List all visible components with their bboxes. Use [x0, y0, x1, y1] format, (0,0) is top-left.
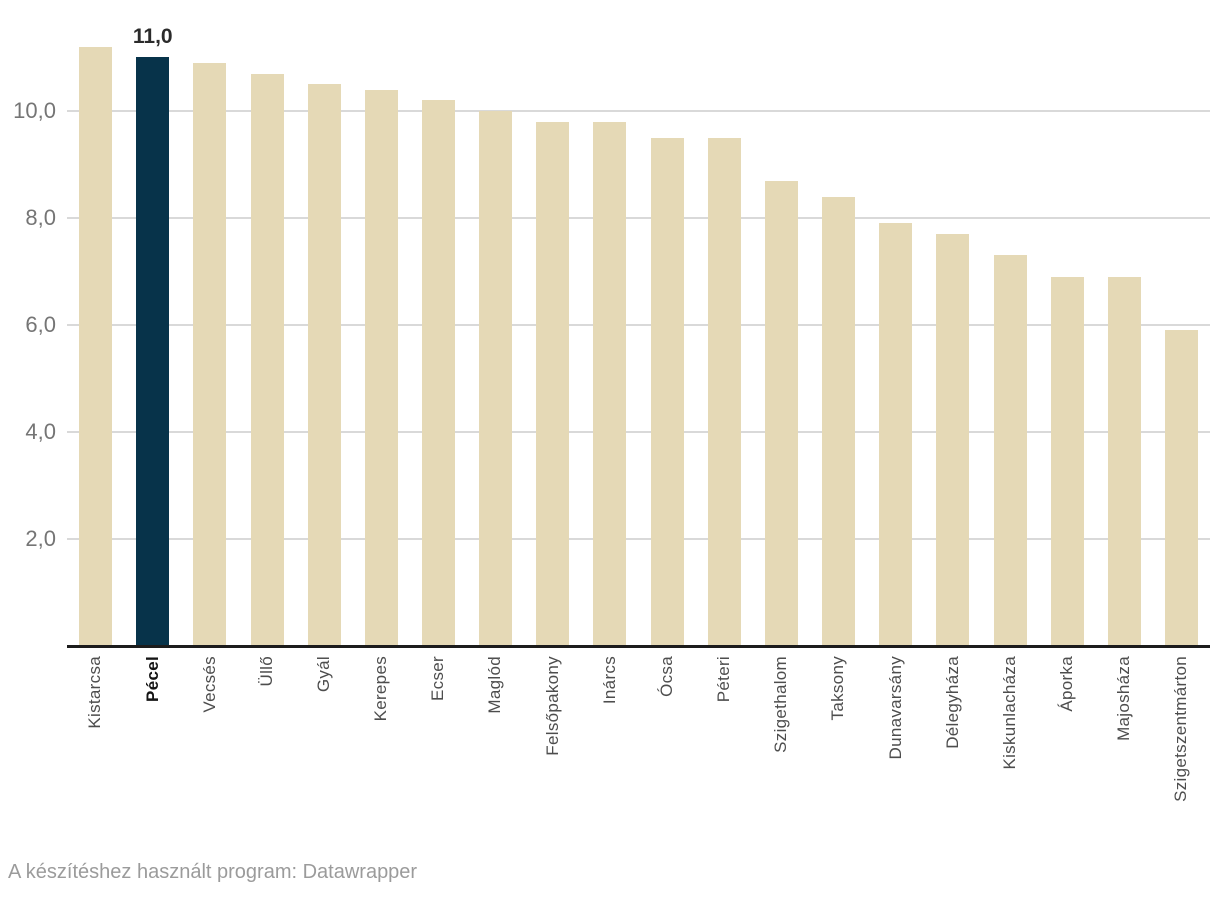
x-axis-label-column: Pécel — [124, 656, 181, 802]
x-axis-label-column: Taksony — [810, 656, 867, 802]
value-label: 11,0 — [132, 25, 173, 48]
x-axis-label-column: Péteri — [696, 656, 753, 802]
x-axis-label: Kistarcsa — [85, 656, 105, 729]
x-axis-label-column: Ecser — [410, 656, 467, 802]
x-axis-label-column: Üllő — [238, 656, 295, 802]
bar-column — [867, 0, 924, 646]
x-axis-label: Szigethalom — [771, 656, 791, 753]
gridline: 8,0 — [25, 207, 1210, 229]
x-axis-label: Kerepes — [371, 656, 391, 722]
x-axis-line — [67, 645, 1210, 648]
y-axis-tick-label: 2,0 — [25, 526, 56, 551]
x-axis-label-column: Inárcs — [581, 656, 638, 802]
x-axis-label: Kiskunlacháza — [999, 656, 1019, 770]
x-axis-label-column: Kistarcsa — [67, 656, 124, 802]
bar[interactable] — [822, 197, 856, 646]
bar[interactable] — [364, 90, 398, 646]
x-axis-label: Inárcs — [599, 656, 619, 705]
x-axis-label-column: Délegyháza — [924, 656, 981, 802]
x-axis-label: Maglód — [485, 656, 505, 714]
bar[interactable] — [993, 255, 1027, 646]
chart-footer: A készítéshez használt program: Datawrap… — [8, 861, 417, 884]
bar[interactable] — [707, 138, 741, 646]
bar[interactable] — [764, 181, 798, 646]
x-axis-label-column: Szigethalom — [753, 656, 810, 802]
x-axis-label: Majosháza — [1114, 656, 1134, 741]
bar[interactable] — [536, 122, 570, 646]
plot-area: 2,0 4,0 6,0 8,0 10,0 11,0 — [13, 0, 1210, 648]
bar[interactable] — [250, 74, 284, 646]
bar[interactable] — [193, 63, 227, 646]
bar[interactable] — [879, 223, 913, 646]
x-axis-label-column: Szigetszentmárton — [1153, 656, 1210, 802]
bar-column — [810, 0, 867, 646]
bar[interactable] — [1107, 277, 1141, 646]
x-axis-label: Gyál — [314, 656, 333, 693]
x-axis-label: Délegyháza — [942, 656, 962, 749]
x-axis-label: Felsőpakony — [542, 656, 562, 756]
bar-column — [1039, 0, 1096, 646]
bar[interactable] — [136, 57, 170, 646]
x-axis-labels: Kistarcsa Pécel Vecsés Üllő Gyál Kerepes Ecser… — [67, 656, 1210, 802]
bar-column — [238, 0, 295, 646]
bar-column — [353, 0, 410, 646]
bar[interactable] — [650, 138, 684, 646]
y-axis-tick-label: 6,0 — [25, 312, 56, 337]
footer-attribution: A készítéshez használt program: Datawrap… — [8, 861, 418, 883]
x-axis-label: Áporka — [1057, 656, 1077, 712]
bar-column — [1096, 0, 1153, 646]
bar-column: 11,0 — [124, 0, 181, 646]
bar-column — [467, 0, 524, 646]
x-axis-label: Pécel — [142, 656, 162, 702]
x-axis-label-column: Gyál — [296, 656, 353, 802]
bar-column — [410, 0, 467, 646]
x-axis-label-column: Dunavarsány — [867, 656, 924, 802]
x-axis-label-column: Vecsés — [181, 656, 238, 802]
bar[interactable] — [1165, 330, 1199, 646]
x-axis-label-column: Kerepes — [353, 656, 410, 802]
gridline: 6,0 — [25, 314, 1210, 336]
bar-column — [524, 0, 581, 646]
gridline: 4,0 — [25, 421, 1210, 443]
y-axis-tick-label: 4,0 — [25, 419, 56, 444]
bar[interactable] — [307, 84, 341, 646]
x-axis-label: Üllő — [256, 656, 276, 687]
x-axis-label: Dunavarsány — [885, 656, 905, 760]
bar-column — [696, 0, 753, 646]
bar[interactable] — [422, 100, 456, 646]
x-axis-label-column: Felsőpakony — [524, 656, 581, 802]
x-axis-label: Szigetszentmárton — [1171, 656, 1191, 802]
bars-container: 11,0 — [67, 0, 1210, 646]
x-axis-label-column: Maglód — [467, 656, 524, 802]
x-axis-label: Vecsés — [199, 656, 219, 713]
bar-column — [67, 0, 124, 646]
x-axis-label-column: Ócsa — [639, 656, 696, 802]
x-axis-label-column: Majosháza — [1096, 656, 1153, 802]
bar[interactable] — [936, 234, 970, 646]
gridline: 2,0 — [25, 528, 1210, 550]
bar[interactable] — [479, 111, 513, 646]
bar-column — [924, 0, 981, 646]
bar[interactable] — [1050, 277, 1084, 646]
bar-column — [296, 0, 353, 646]
bar[interactable] — [79, 47, 113, 646]
x-axis-label-column: Kiskunlacháza — [982, 656, 1039, 802]
y-axis-tick-label: 10,0 — [13, 98, 56, 123]
x-axis-label: Taksony — [828, 656, 848, 721]
bar-column — [753, 0, 810, 646]
bar-column — [581, 0, 638, 646]
x-axis-label: Ecser — [428, 656, 448, 701]
y-axis-tick-label: 8,0 — [25, 205, 56, 230]
bar[interactable] — [593, 122, 627, 646]
bar-column — [639, 0, 696, 646]
x-axis-label: Ócsa — [656, 656, 676, 697]
gridline: 10,0 — [13, 100, 1210, 122]
bar-column — [1153, 0, 1210, 646]
bar-column — [982, 0, 1039, 646]
bar-column — [181, 0, 238, 646]
x-axis-label-column: Áporka — [1039, 656, 1096, 802]
x-axis-label: Péteri — [714, 656, 734, 703]
